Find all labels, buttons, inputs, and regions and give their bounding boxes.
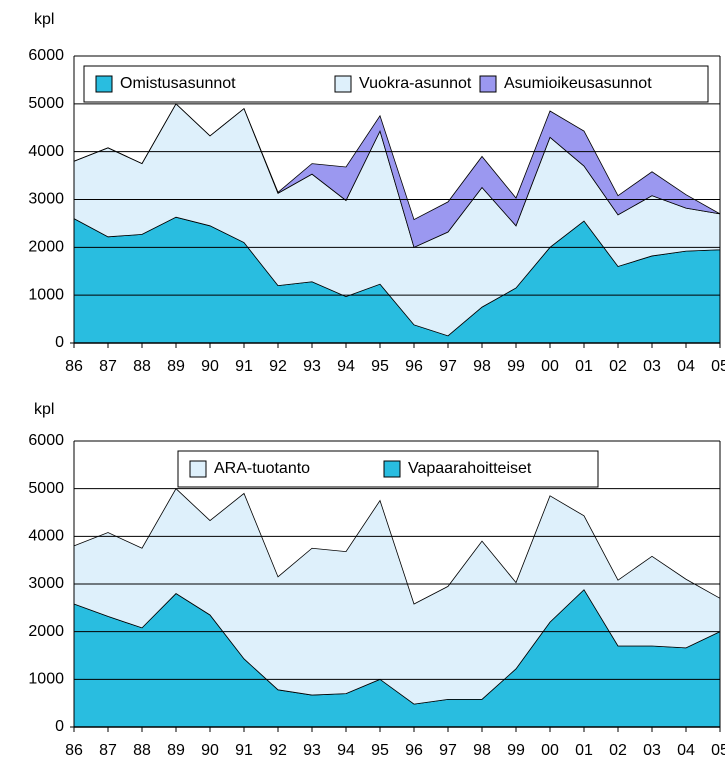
x-tick-label: 96: [405, 742, 423, 759]
x-tick-label: 92: [269, 358, 287, 375]
x-tick-label: 01: [575, 742, 593, 759]
x-tick-label: 91: [235, 742, 253, 759]
x-tick-label: 00: [541, 742, 559, 759]
x-tick-label: 97: [439, 742, 457, 759]
x-tick-label: 99: [507, 742, 525, 759]
y-tick-label: 6000: [28, 432, 64, 449]
y-tick-label: 2000: [28, 623, 64, 640]
y-tick-label: 3000: [28, 575, 64, 592]
x-tick-label: 87: [99, 742, 117, 759]
legend-box: [83, 65, 709, 103]
y-tick-label: 0: [55, 718, 64, 735]
x-tick-label: 96: [405, 358, 423, 375]
x-tick-label: 95: [371, 742, 389, 759]
x-tick-label: 87: [99, 358, 117, 375]
x-tick-label: 93: [303, 358, 321, 375]
x-tick-label: 98: [473, 742, 491, 759]
legend-label: Vuokra-asunnot: [359, 75, 472, 92]
x-tick-label: 88: [133, 742, 151, 759]
x-tick-label: 01: [575, 358, 593, 375]
y-tick-label: 4000: [28, 528, 64, 545]
x-tick-label: 02: [609, 358, 627, 375]
x-tick-label: 05: [711, 742, 725, 759]
legend-swatch: [189, 460, 207, 478]
x-tick-label: 95: [371, 358, 389, 375]
x-tick-label: 89: [167, 358, 185, 375]
x-tick-label: 03: [643, 742, 661, 759]
y-tick-label: 3000: [28, 191, 64, 208]
legend-swatch: [334, 75, 352, 93]
x-tick-label: 04: [677, 358, 695, 375]
y-tick-label: 0: [55, 334, 64, 351]
x-tick-label: 86: [65, 358, 83, 375]
y-tick-label: 2000: [28, 239, 64, 256]
y-tick-label: 6000: [28, 47, 64, 64]
x-tick-label: 04: [677, 742, 695, 759]
x-tick-label: 94: [337, 358, 355, 375]
y-tick-label: 4000: [28, 143, 64, 160]
y-axis-label: kpl: [34, 401, 54, 418]
legend-swatch: [95, 75, 113, 93]
x-tick-label: 93: [303, 742, 321, 759]
x-tick-label: 99: [507, 358, 525, 375]
legend-label: Omistusasunnot: [120, 75, 236, 92]
x-tick-label: 89: [167, 742, 185, 759]
x-tick-label: 94: [337, 742, 355, 759]
x-tick-label: 92: [269, 742, 287, 759]
x-tick-label: 05: [711, 358, 725, 375]
x-tick-label: 90: [201, 358, 219, 375]
y-tick-label: 5000: [28, 95, 64, 112]
x-tick-label: 02: [609, 742, 627, 759]
x-tick-label: 90: [201, 742, 219, 759]
legend-swatch: [383, 460, 401, 478]
x-tick-label: 00: [541, 358, 559, 375]
x-tick-label: 97: [439, 358, 457, 375]
y-tick-label: 1000: [28, 286, 64, 303]
x-tick-label: 98: [473, 358, 491, 375]
x-tick-label: 91: [235, 358, 253, 375]
legend-label: ARA-tuotanto: [214, 460, 310, 477]
x-tick-label: 03: [643, 358, 661, 375]
x-tick-label: 86: [65, 742, 83, 759]
y-axis-label: kpl: [34, 11, 54, 28]
legend-label: Vapaarahoitteiset: [408, 460, 532, 477]
legend-swatch: [479, 75, 497, 93]
legend-label: Asumioikeusasunnot: [504, 75, 652, 92]
x-tick-label: 88: [133, 358, 151, 375]
y-tick-label: 5000: [28, 480, 64, 497]
y-tick-label: 1000: [28, 671, 64, 688]
